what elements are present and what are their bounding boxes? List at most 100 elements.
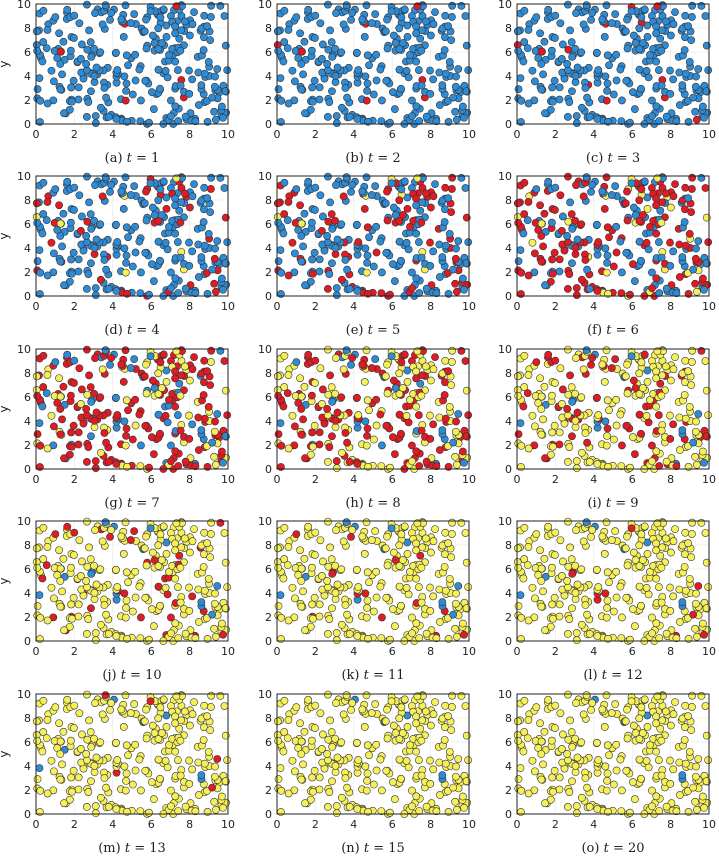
agent-point bbox=[582, 518, 591, 527]
agent-point bbox=[120, 762, 129, 771]
agent-point bbox=[389, 721, 398, 730]
agent-point bbox=[657, 81, 666, 90]
agent-point bbox=[621, 199, 630, 208]
y-tick-label: 6 bbox=[265, 563, 272, 576]
agent-point bbox=[280, 696, 289, 705]
agent-point bbox=[612, 76, 621, 85]
agent-point bbox=[600, 723, 609, 731]
agent-point bbox=[210, 427, 219, 436]
agent-point bbox=[603, 596, 612, 605]
agent-point bbox=[147, 88, 156, 97]
x-tick-label: 2 bbox=[312, 473, 319, 486]
agent-point bbox=[92, 408, 101, 417]
agent-point bbox=[337, 275, 346, 284]
agent-point bbox=[35, 419, 44, 428]
agent-point bbox=[68, 97, 76, 106]
agent-point bbox=[417, 46, 426, 55]
agent-point bbox=[692, 417, 700, 426]
agent-point bbox=[208, 265, 217, 274]
agent-point bbox=[387, 352, 396, 361]
agent-point bbox=[203, 194, 212, 203]
agent-point bbox=[119, 205, 128, 213]
agent-point bbox=[587, 15, 595, 24]
agent-point bbox=[82, 405, 91, 413]
agent-point bbox=[75, 19, 84, 28]
agent-point bbox=[666, 435, 675, 443]
agent-point bbox=[154, 735, 163, 743]
agent-point bbox=[288, 66, 297, 75]
agent-point bbox=[63, 177, 72, 186]
agent-point bbox=[131, 740, 140, 749]
agent-point bbox=[699, 619, 707, 628]
agent-point bbox=[316, 709, 325, 718]
agent-point bbox=[459, 102, 467, 111]
agent-point bbox=[628, 433, 637, 442]
agent-point bbox=[171, 367, 179, 376]
agent-point bbox=[377, 289, 386, 298]
agent-point bbox=[395, 410, 404, 419]
agent-point bbox=[325, 788, 334, 796]
agent-point bbox=[56, 60, 65, 68]
agent-point bbox=[524, 444, 533, 453]
agent-point bbox=[404, 73, 413, 82]
agent-point bbox=[426, 262, 435, 270]
agent-point bbox=[667, 376, 675, 385]
agent-point bbox=[612, 248, 621, 257]
agent-point bbox=[185, 756, 193, 765]
agent-point bbox=[444, 367, 453, 376]
agent-point bbox=[91, 119, 100, 128]
agent-point bbox=[572, 119, 581, 128]
agent-point bbox=[171, 22, 179, 31]
agent-point bbox=[642, 583, 651, 592]
agent-point bbox=[176, 771, 185, 780]
agent-point bbox=[130, 700, 139, 709]
y-tick-label: 0 bbox=[24, 635, 31, 648]
agent-point bbox=[417, 563, 426, 572]
agent-point bbox=[417, 253, 426, 262]
agent-point bbox=[163, 245, 172, 254]
agent-point bbox=[363, 596, 372, 605]
x-tick-label: 4 bbox=[350, 818, 357, 831]
agent-point bbox=[317, 744, 326, 753]
agent-point bbox=[594, 238, 603, 246]
agent-point bbox=[448, 1, 457, 10]
agent-point bbox=[191, 807, 200, 816]
agent-point bbox=[412, 539, 420, 548]
agent-point bbox=[588, 9, 597, 17]
agent-point bbox=[308, 600, 317, 609]
agent-point bbox=[408, 96, 416, 105]
x-tick-label: 0 bbox=[33, 645, 40, 658]
agent-point bbox=[648, 786, 656, 795]
agent-point bbox=[429, 75, 438, 84]
agent-point bbox=[669, 20, 678, 29]
agent-point bbox=[688, 185, 696, 193]
agent-point bbox=[652, 201, 660, 210]
agent-point bbox=[176, 253, 185, 262]
agent-point bbox=[283, 389, 292, 398]
agent-point bbox=[377, 117, 386, 126]
agent-point bbox=[307, 391, 316, 400]
agent-point bbox=[669, 247, 678, 256]
agent-point bbox=[84, 615, 93, 623]
agent-point bbox=[397, 601, 405, 610]
agent-point bbox=[369, 90, 378, 99]
agent-point bbox=[397, 185, 406, 194]
agent-point bbox=[582, 173, 591, 182]
agent-point bbox=[332, 464, 341, 473]
agent-point bbox=[274, 391, 283, 400]
agent-point bbox=[86, 210, 95, 219]
agent-point bbox=[315, 600, 324, 609]
agent-point bbox=[210, 279, 219, 288]
agent-point bbox=[219, 113, 227, 122]
agent-point bbox=[572, 809, 581, 818]
agent-point bbox=[680, 218, 689, 226]
agent-point bbox=[700, 285, 708, 294]
agent-point bbox=[577, 275, 586, 284]
agent-point bbox=[36, 290, 44, 298]
agent-point bbox=[181, 802, 190, 811]
agent-point bbox=[652, 574, 661, 583]
agent-point bbox=[56, 737, 65, 746]
agent-point bbox=[643, 32, 652, 41]
agent-point bbox=[418, 371, 427, 380]
